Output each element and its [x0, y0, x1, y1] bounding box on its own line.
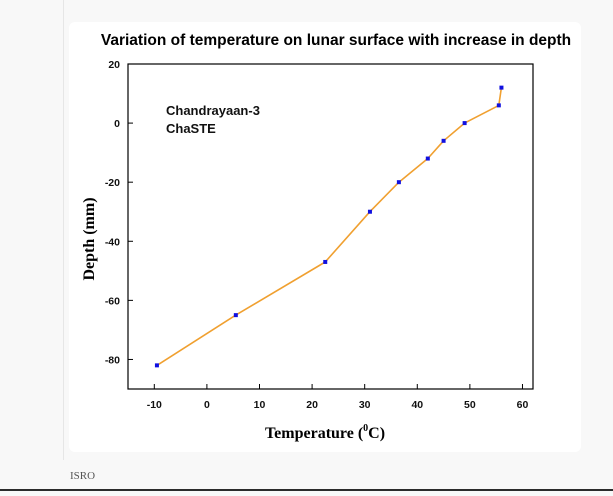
data-point — [441, 138, 446, 143]
y-tick-label: 20 — [108, 59, 120, 71]
x-axis-label: Temperature (0C) — [265, 423, 385, 442]
data-point — [154, 363, 159, 368]
x-axis: -10 0 10 20 30 40 50 60 — [147, 384, 529, 411]
y-axis-label: Depth (mm) — [81, 197, 98, 280]
annotation-line-2: ChaSTE — [166, 121, 216, 136]
x-tick-label: -10 — [147, 399, 162, 411]
data-point — [233, 313, 238, 318]
data-point — [396, 180, 401, 185]
image-credit: ISRO — [70, 470, 96, 482]
page-divider — [63, 0, 64, 460]
series-group — [154, 85, 504, 368]
x-axis-label-sup: 0 — [363, 423, 368, 434]
x-axis-label-unit: C) — [368, 425, 385, 442]
y-tick-label: -80 — [105, 354, 120, 366]
data-point — [323, 259, 328, 264]
chart-title: Variation of temperature on lunar surfac… — [101, 32, 571, 49]
bottom-divider — [0, 489, 613, 491]
y-tick-label: -40 — [105, 236, 120, 248]
data-point — [496, 103, 501, 108]
data-point — [499, 85, 504, 90]
annotation-line-1: Chandrayaan-3 — [166, 103, 260, 118]
x-tick-label: 20 — [306, 399, 318, 411]
x-axis-label-main: Temperature ( — [265, 425, 363, 442]
data-point — [462, 121, 467, 126]
x-tick-label: 10 — [254, 399, 266, 411]
x-tick-label: 0 — [204, 399, 210, 411]
y-tick-label: -20 — [105, 177, 120, 189]
plot-frame — [127, 63, 534, 390]
x-tick-label: 60 — [517, 399, 529, 411]
series-line — [156, 87, 503, 367]
y-axis: 20 0 -20 -40 -60 -80 — [105, 59, 133, 366]
x-tick-label: 40 — [411, 399, 423, 411]
x-tick-label: 30 — [359, 399, 371, 411]
data-point — [367, 209, 372, 214]
y-tick-label: 0 — [114, 118, 120, 130]
x-tick-label: 50 — [464, 399, 476, 411]
data-point — [425, 156, 430, 161]
y-tick-label: -60 — [105, 295, 120, 307]
